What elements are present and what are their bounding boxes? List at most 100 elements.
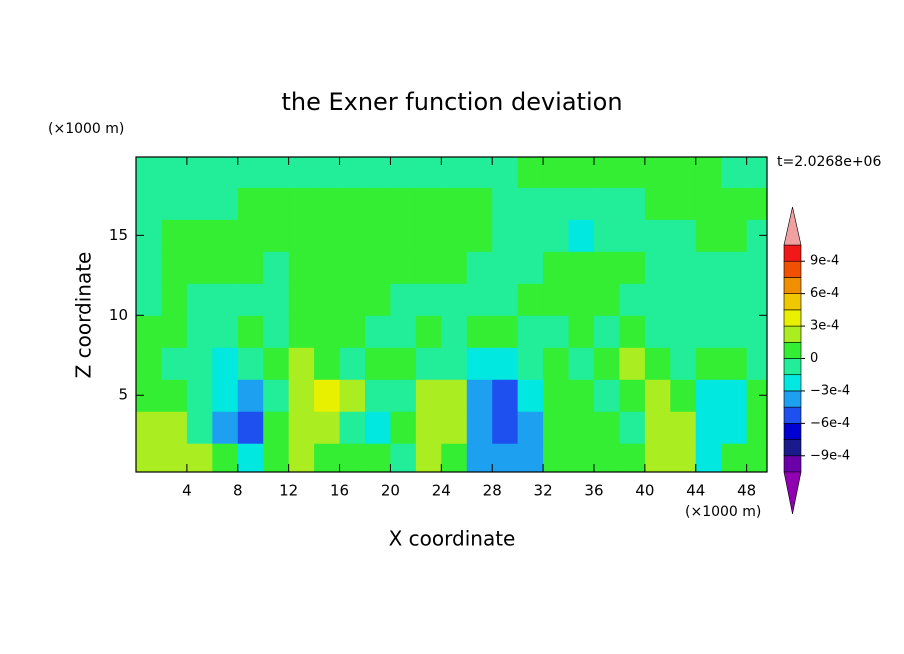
contour-cell	[492, 443, 519, 472]
contour-cell	[568, 219, 595, 252]
contour-cell	[492, 315, 519, 348]
contour-cell	[644, 443, 671, 472]
x-tick-label: 36	[584, 482, 603, 500]
contour-cell	[466, 157, 493, 188]
contour-cell	[390, 219, 417, 252]
contour-cell	[364, 283, 391, 316]
contour-cell	[441, 187, 468, 220]
contour-cell	[390, 187, 417, 220]
contour-cell	[364, 187, 391, 220]
contour-cell	[263, 283, 290, 316]
contour-cell	[721, 187, 748, 220]
contour-cell	[492, 379, 519, 412]
contour-cell	[136, 347, 162, 380]
contour-cell	[212, 315, 239, 348]
contour-cell	[746, 315, 767, 348]
contour-cell	[543, 411, 570, 444]
contour-cell	[492, 187, 519, 220]
contour-cell	[619, 379, 646, 412]
contour-cell	[543, 315, 570, 348]
contour-cell	[186, 283, 213, 316]
contour-cell	[492, 347, 519, 380]
contour-cell	[517, 187, 544, 220]
contour-cell	[314, 411, 341, 444]
contour-cell	[695, 315, 722, 348]
contour-cell	[390, 347, 417, 380]
contour-cell	[314, 157, 341, 188]
contour-cell	[237, 251, 264, 284]
contour-cell	[161, 379, 188, 412]
colorbar-band	[783, 325, 802, 343]
contour-cell	[390, 283, 417, 316]
contour-cell	[314, 347, 341, 380]
contour-cell	[466, 315, 493, 348]
contour-cell	[593, 251, 620, 284]
contour-cell	[721, 283, 748, 316]
contour-cell	[619, 315, 646, 348]
contour-cell	[695, 411, 722, 444]
colorbar-tick-label: 0	[810, 351, 818, 366]
contour-cell	[339, 283, 366, 316]
contour-cell	[263, 411, 290, 444]
contour-cell	[390, 379, 417, 412]
contour-cell	[466, 283, 493, 316]
contour-cell	[670, 379, 697, 412]
contour-cell	[466, 251, 493, 284]
contour-cell	[543, 219, 570, 252]
contour-cell	[212, 251, 239, 284]
contour-cell	[263, 315, 290, 348]
contour-cell	[721, 251, 748, 284]
contour-cell	[390, 443, 417, 472]
contour-cell	[695, 283, 722, 316]
contour-cell	[136, 187, 162, 220]
contour-cell	[670, 411, 697, 444]
contour-cell	[466, 347, 493, 380]
contour-cell	[746, 251, 767, 284]
contour-cell	[263, 219, 290, 252]
colorbar-band	[783, 309, 802, 327]
contour-cell	[670, 251, 697, 284]
contour-cell	[466, 219, 493, 252]
colorbar-over	[783, 206, 802, 246]
contour-cell	[543, 379, 570, 412]
contour-cell	[644, 219, 671, 252]
contour-cell	[237, 443, 264, 472]
contour-cell	[161, 443, 188, 472]
contour-cell	[492, 219, 519, 252]
contour-cell	[186, 219, 213, 252]
contour-cell	[288, 187, 315, 220]
contour-cell	[314, 187, 341, 220]
contour-cell	[212, 157, 239, 188]
colorbar-band	[783, 390, 802, 408]
contour-cell	[314, 283, 341, 316]
contour-cell	[212, 379, 239, 412]
x-tick-label: 24	[432, 482, 451, 500]
contour-cell	[619, 251, 646, 284]
contour-cell	[721, 157, 748, 188]
colorbar-band	[783, 374, 802, 392]
contour-cell	[543, 157, 570, 188]
contour-cell	[568, 443, 595, 472]
contour-cell	[415, 347, 442, 380]
contour-cell	[339, 219, 366, 252]
contour-cell	[288, 251, 315, 284]
contour-cell	[543, 283, 570, 316]
contour-cell	[186, 443, 213, 472]
y-tick-label: 15	[109, 226, 128, 244]
contour-cell	[212, 443, 239, 472]
contour-cell	[415, 315, 442, 348]
contour-cell	[314, 443, 341, 472]
contour-cell	[237, 315, 264, 348]
x-axis-label: X coordinate	[389, 527, 516, 551]
contour-cell	[644, 379, 671, 412]
contour-cell	[364, 219, 391, 252]
contour-field	[136, 157, 767, 472]
contour-cell	[314, 379, 341, 412]
contour-cell	[695, 251, 722, 284]
contour-cell	[415, 411, 442, 444]
contour-cell	[517, 157, 544, 188]
contour-cell	[670, 187, 697, 220]
contour-cell	[441, 411, 468, 444]
contour-cell	[263, 347, 290, 380]
